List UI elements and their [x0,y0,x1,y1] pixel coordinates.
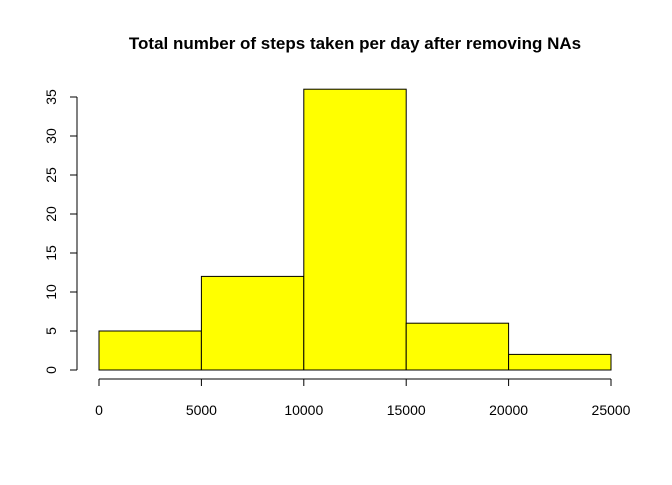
x-axis: 0 5000 10000 15000 20000 25000 [95,378,631,418]
histogram-bar-2 [200,275,305,371]
histogram-bar-3 [303,88,407,371]
y-tick-label: 30 [43,128,59,144]
x-tick-label: 5000 [186,402,217,418]
x-tick-label: 10000 [284,402,323,418]
bars-layer [98,88,612,371]
histogram-bar-5 [508,353,612,371]
y-tick-label: 5 [43,327,59,335]
y-tick-label: 15 [43,245,59,261]
chart-title: Total number of steps taken per day afte… [129,34,581,53]
x-tick-label: 25000 [592,402,631,418]
y-tick-label: 0 [43,366,59,374]
x-tick-label: 20000 [489,402,528,418]
y-tick-label: 35 [43,89,59,105]
y-tick-label: 20 [43,206,59,222]
x-tick-label: 15000 [387,402,426,418]
y-axis: 0 5 10 15 20 25 30 35 [43,89,78,374]
histogram-bar-4 [405,322,510,371]
y-tick-label: 25 [43,167,59,183]
x-tick-label: 0 [95,402,103,418]
histogram-bar-1 [98,330,202,371]
y-tick-label: 10 [43,284,59,300]
